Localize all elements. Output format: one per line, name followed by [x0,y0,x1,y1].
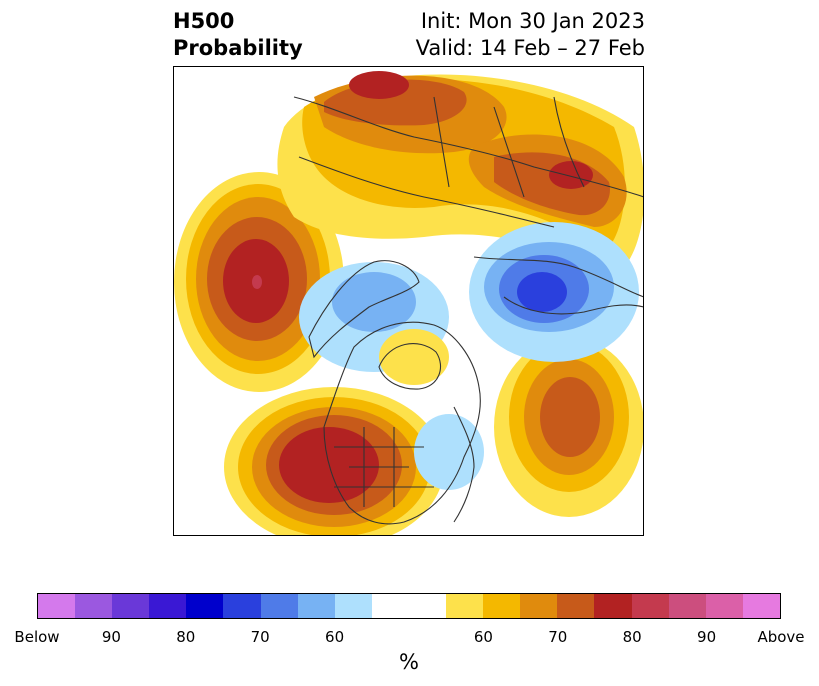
colorbar-segment [668,594,706,618]
colorbar-segment [38,594,76,618]
colorbar-segment [631,594,669,618]
colorbar-segment [186,594,224,618]
map-canvas [174,71,643,535]
colorbar-segment [149,594,187,618]
colorbar-tick-label: 60 [325,628,345,646]
colorbar-segment [446,594,484,618]
title-line-2: Probability [173,36,303,60]
colorbar-tick-label: 80 [176,628,196,646]
colorbar-tick-label: Below [14,628,60,646]
colorbar-segment [297,594,335,618]
colorbar-segment [260,594,298,618]
anomaly-fields [174,71,643,535]
colorbar-tick-label: 90 [101,628,121,646]
init-date-label: Init: Mon 30 Jan 2023 [420,9,645,33]
colorbar-tick-label: Above [757,628,805,646]
colorbar-segment [334,594,372,618]
anomaly-western-us [224,387,444,535]
date-info: Init: Mon 30 Jan 2023 Valid: 14 Feb – 27… [416,8,645,62]
coastlines [293,96,643,525]
anomaly-north-atlantic [494,337,643,517]
colorbar-segment [408,594,447,618]
colorbar-tick-label: 80 [622,628,642,646]
colorbar [37,593,781,619]
colorbar-segment [112,594,150,618]
title-line-1: H500 [173,9,235,33]
colorbar-segment [705,594,743,618]
chart-title: H500 Probability [173,8,303,62]
probability-map [173,66,644,536]
colorbar-tick-label: 90 [697,628,717,646]
colorbar-segment [557,594,595,618]
colorbar-tick-label: 70 [548,628,568,646]
anomaly-northern-europe [469,222,639,362]
colorbar-segment [223,594,261,618]
colorbar-tick-label: 60 [473,628,493,646]
anomaly-hudson-bay [379,329,449,385]
colorbar-tick-label: 70 [250,628,270,646]
colorbar-segment [594,594,632,618]
anomaly-northeast-us [414,414,484,490]
colorbar-segment [520,594,558,618]
colorbar-segment [483,594,521,618]
valid-range-label: Valid: 14 Feb – 27 Feb [415,36,645,60]
colorbar-segment [75,594,113,618]
colorbar-segment [742,594,780,618]
anomaly-north-pacific [174,172,344,392]
colorbar-segment [371,594,409,618]
colorbar-unit-label: % [399,650,419,674]
